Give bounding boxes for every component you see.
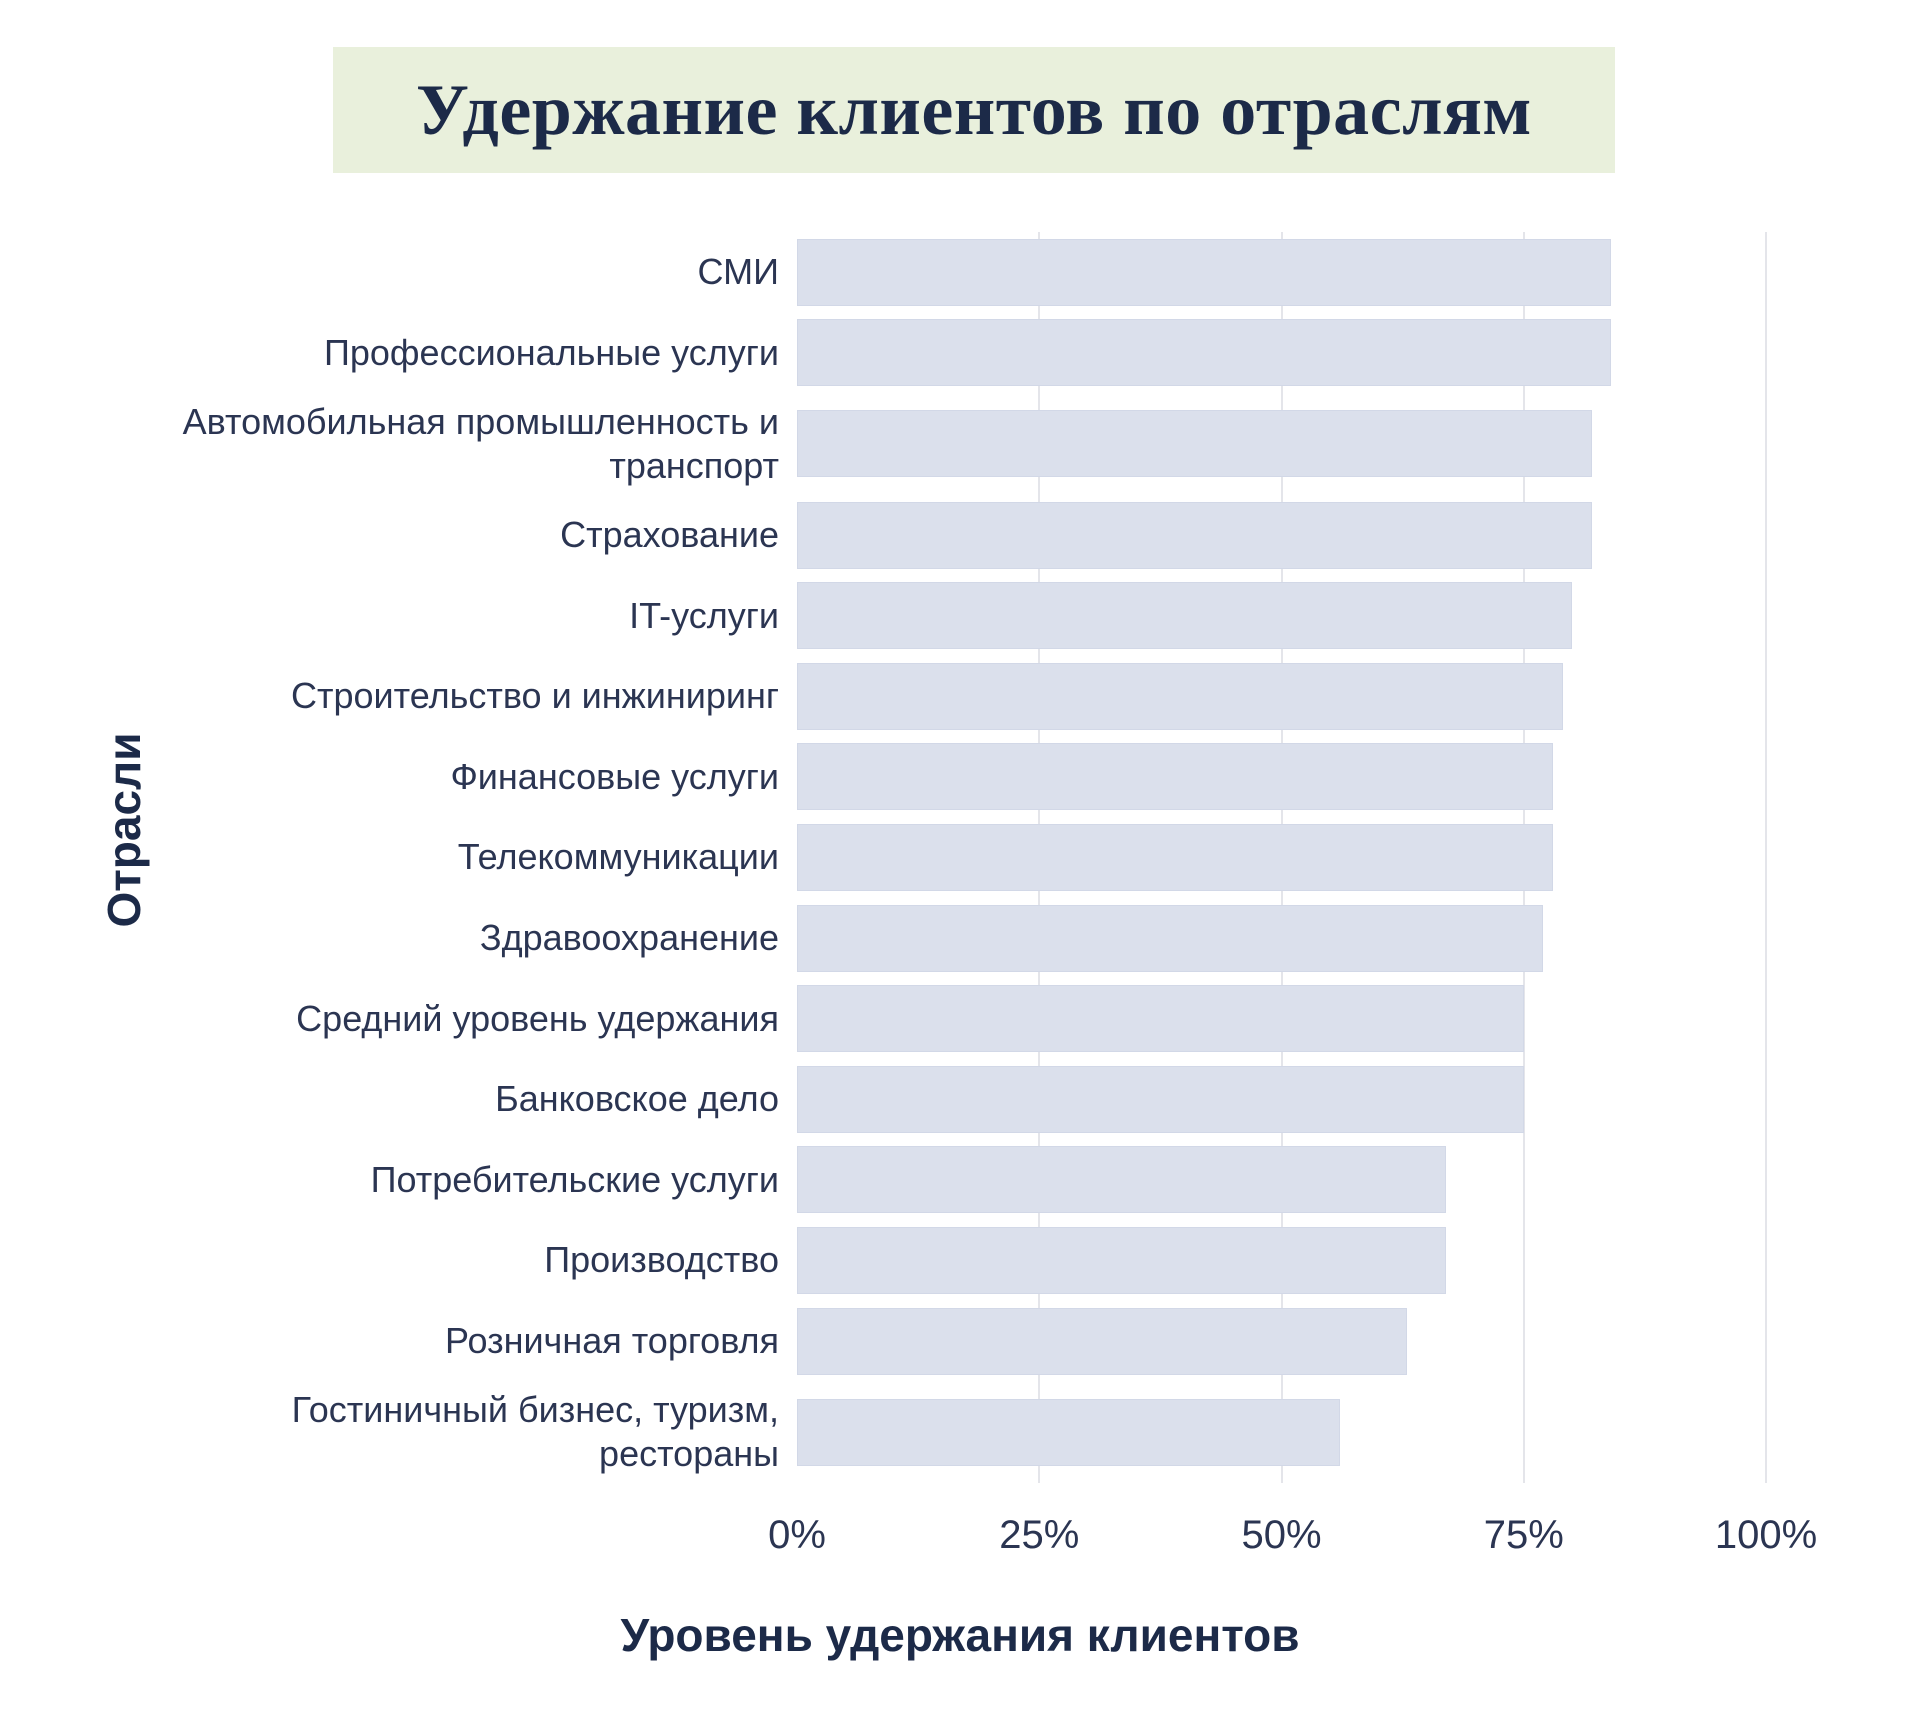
bar-track — [797, 1220, 1766, 1301]
retention-bar — [797, 1398, 1340, 1466]
bar-row: Профессиональные услуги — [180, 313, 1766, 394]
y-axis-title: Отрасли — [98, 732, 150, 928]
bar-track — [797, 1059, 1766, 1140]
retention-bar — [797, 904, 1544, 972]
bar-row: СМИ — [180, 232, 1766, 313]
category-label: Розничная торговля — [445, 1320, 779, 1362]
bar-row: Производство — [180, 1220, 1766, 1301]
category-label: Производство — [544, 1239, 779, 1281]
category-label: Потребительские услуги — [370, 1158, 779, 1200]
retention-bar — [797, 662, 1563, 730]
bar-row: Строительство и инжиниринг — [180, 656, 1766, 737]
retention-bar — [797, 238, 1611, 306]
retention-bar — [797, 985, 1524, 1053]
category-label: Профессиональные услуги — [324, 331, 779, 373]
bar-row: Средний уровень удержания — [180, 978, 1766, 1059]
bar-row: Потребительские услуги — [180, 1140, 1766, 1221]
retention-bar — [797, 1307, 1408, 1375]
retention-bar — [797, 1065, 1524, 1133]
bar-track — [797, 232, 1766, 313]
retention-bar — [797, 1226, 1447, 1294]
retention-bar — [797, 410, 1592, 478]
category-label: Финансовые услуги — [450, 755, 779, 797]
retention-bar — [797, 823, 1553, 891]
category-label: Гостиничный бизнес, туризм, рестораны — [291, 1389, 779, 1475]
bar-row: Банковское дело — [180, 1059, 1766, 1140]
category-label: Средний уровень удержания — [296, 997, 779, 1039]
category-label: Автомобильная промышленность и транспорт — [182, 400, 779, 486]
plot-area: СМИ Профессиональные услуги Автомобильная … — [180, 232, 1767, 1483]
category-label: IT-услуги — [629, 594, 779, 636]
bar-row: Автомобильная промышленность и транспорт — [180, 393, 1766, 495]
bar-track — [797, 575, 1766, 656]
bar-track — [797, 393, 1766, 495]
vertical-gridline — [1765, 232, 1767, 1483]
retention-bar — [797, 501, 1592, 569]
category-label: Строительство и инжиниринг — [291, 675, 779, 717]
bar-track — [797, 495, 1766, 576]
category-label: Банковское дело — [495, 1078, 779, 1120]
x-axis-title: Уровень удержания клиентов — [620, 1609, 1300, 1661]
chart-title-band: Удержание клиентов по отраслям — [333, 47, 1615, 173]
x-tick-label: 25% — [999, 1513, 1080, 1557]
category-label: Здравоохранение — [479, 917, 779, 959]
bar-track — [797, 817, 1766, 898]
chart-title: Удержание клиентов по отраслям — [416, 69, 1532, 150]
retention-bar — [797, 743, 1553, 811]
bar-track — [797, 978, 1766, 1059]
x-tick-label: 0% — [768, 1513, 826, 1557]
x-tick-label: 75% — [1483, 1513, 1564, 1557]
bar-track — [797, 898, 1766, 979]
bar-track — [797, 737, 1766, 818]
x-tick-label: 100% — [1714, 1513, 1818, 1557]
bar-row: Телекоммуникации — [180, 817, 1766, 898]
category-label: Страхование — [560, 514, 779, 556]
bar-track — [797, 1381, 1766, 1483]
bar-track — [797, 1301, 1766, 1382]
x-tick-label: 50% — [1241, 1513, 1322, 1557]
category-label: СМИ — [697, 251, 779, 293]
bar-row: Страхование — [180, 495, 1766, 576]
x-axis-ticks: 0% 25% 50% 75% 100% — [768, 1513, 1817, 1563]
bar-row: Финансовые услуги — [180, 737, 1766, 818]
bar-track — [797, 1140, 1766, 1221]
bar-track — [797, 313, 1766, 394]
bar-row: Здравоохранение — [180, 898, 1766, 979]
bar-row: Розничная торговля — [180, 1301, 1766, 1382]
bar-row: IT-услуги — [180, 575, 1766, 656]
bar-track — [797, 656, 1766, 737]
retention-bar — [797, 1146, 1447, 1214]
retention-bar — [797, 582, 1573, 650]
retention-bar — [797, 319, 1611, 387]
category-label: Телекоммуникации — [457, 836, 779, 878]
bar-row: Гостиничный бизнес, туризм, рестораны — [180, 1381, 1766, 1483]
bar-rows: СМИ Профессиональные услуги Автомобильная … — [180, 232, 1766, 1483]
